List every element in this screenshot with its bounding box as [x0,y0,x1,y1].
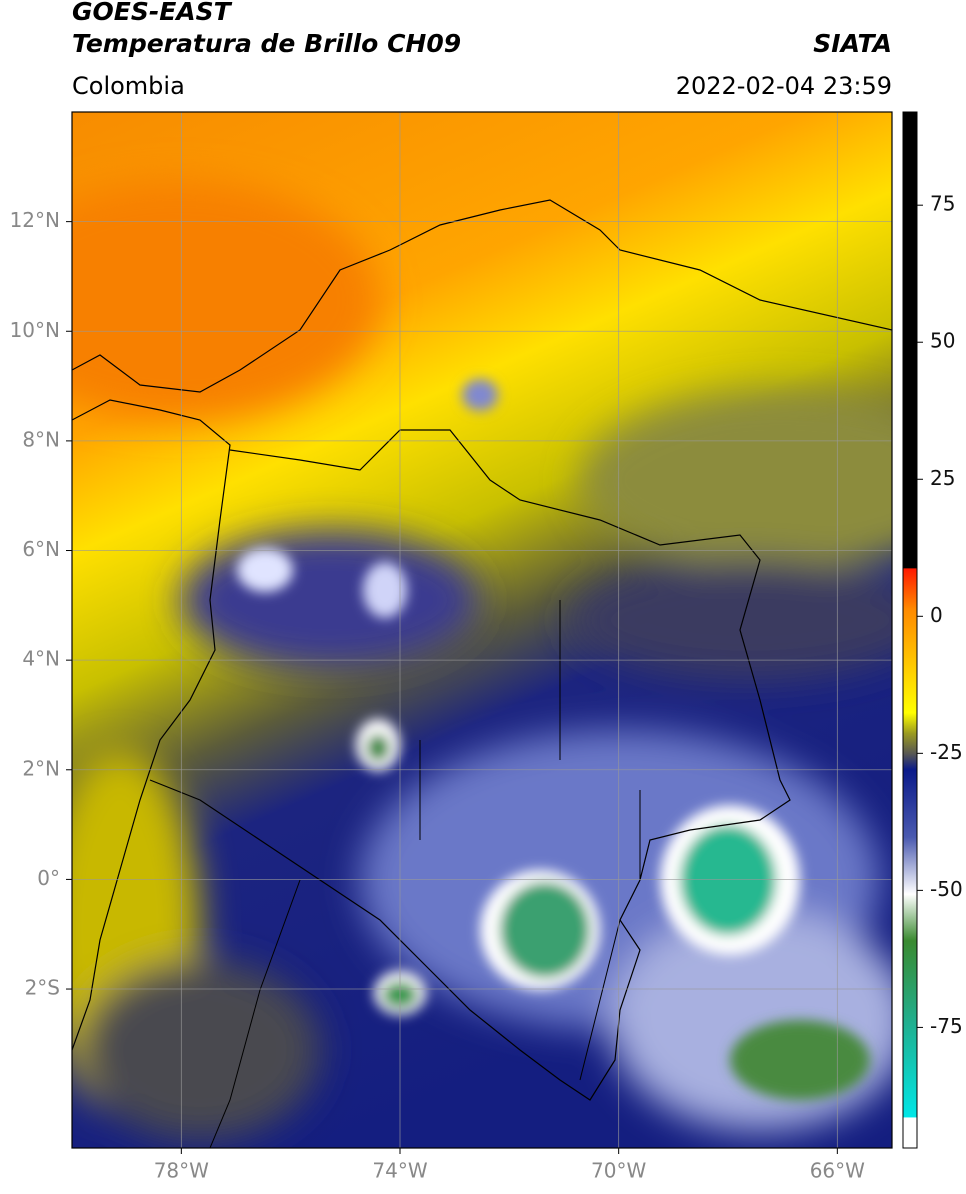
colorbar-tick-label: 25 [930,466,955,490]
colorbar-tick-label: 0 [930,603,943,627]
y-tick-label: 12°N [10,208,60,232]
colorbar-tick-label: -25 [930,740,963,764]
product-title: Temperatura de Brillo CH09 [72,29,461,58]
y-tick-label: 4°N [22,647,60,671]
y-tick-label: 2°N [22,756,60,780]
colorbar-tick-label: 75 [930,192,955,216]
map-frame [71,111,893,1149]
y-tick-label: 10°N [10,318,60,342]
satellite-image [72,112,892,1148]
colorbar-tick-label: -75 [930,1014,963,1038]
y-tick-label: 0° [37,866,60,890]
y-tick-label: 8°N [22,427,60,451]
source-label: SIATA [813,29,892,58]
satellite-title: GOES-EAST [72,0,233,26]
colorbar-tick-label: 50 [930,329,955,353]
colorbar [902,111,918,1149]
datetime-label: 2022-02-04 23:59 [676,72,892,100]
x-tick-label: 70°W [591,1159,646,1183]
y-tick-label: 2°S [25,976,60,1000]
x-tick-label: 66°W [810,1159,865,1183]
x-tick-label: 74°W [372,1159,427,1183]
grid [72,112,892,1148]
y-tick-label: 6°N [22,537,60,561]
colorbar-tick-label: -50 [930,877,963,901]
region-label: Colombia [72,72,185,100]
x-tick-label: 78°W [154,1159,209,1183]
